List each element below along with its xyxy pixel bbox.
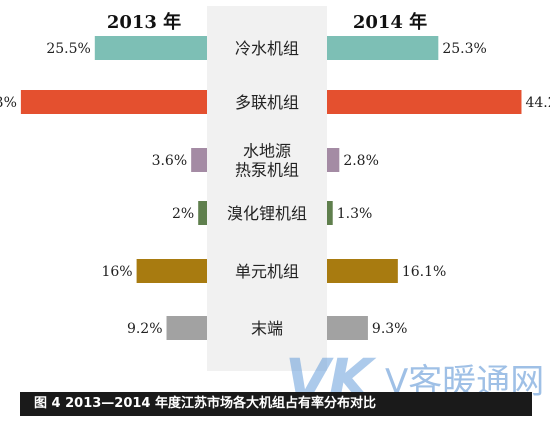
bar-2014-4 [327, 259, 398, 283]
label-2013-4: 16% [101, 264, 132, 280]
category-label-3-0: 溴化锂机组 [227, 204, 307, 223]
label-2014-5: 9.3% [372, 321, 408, 337]
bar-2013-4 [136, 259, 207, 283]
label-2014-1: 44.2% [525, 95, 550, 111]
label-2013-0: 25.5% [46, 41, 90, 57]
category-label-0-0: 冷水机组 [235, 39, 299, 58]
bar-2013-1 [20, 90, 207, 114]
right-title: 2014 年 [353, 11, 427, 33]
bar-2014-0 [327, 36, 439, 60]
bar-2013-3 [198, 201, 207, 225]
label-2014-4: 16.1% [402, 264, 446, 280]
category-label-5-0: 末端 [251, 319, 283, 338]
bar-2013-0 [94, 36, 207, 60]
bar-2014-5 [327, 316, 368, 340]
category-label-2-0: 水地源 [243, 142, 291, 161]
label-2013-2: 3.6% [152, 153, 188, 169]
bar-2013-2 [191, 148, 207, 172]
label-2013-1: 42.3% [0, 95, 17, 111]
label-2014-2: 2.8% [343, 153, 379, 169]
label-2014-0: 25.3% [442, 41, 486, 57]
category-column [207, 6, 327, 371]
category-label-2-1: 热泵机组 [235, 161, 299, 180]
label-2013-5: 9.2% [127, 321, 163, 337]
category-label-4-0: 单元机组 [235, 262, 299, 281]
bar-2013-5 [166, 316, 207, 340]
bar-2014-2 [327, 148, 340, 172]
figure-caption: 图 4 2013—2014 年度江苏市场各大机组占有率分布对比 [20, 392, 532, 416]
category-label-1-0: 多联机组 [235, 93, 299, 112]
bar-2014-1 [327, 90, 522, 114]
label-2013-3: 2% [172, 206, 194, 222]
bar-2014-3 [327, 201, 333, 225]
label-2014-3: 1.3% [337, 206, 373, 222]
left-title: 2013 年 [107, 11, 181, 33]
